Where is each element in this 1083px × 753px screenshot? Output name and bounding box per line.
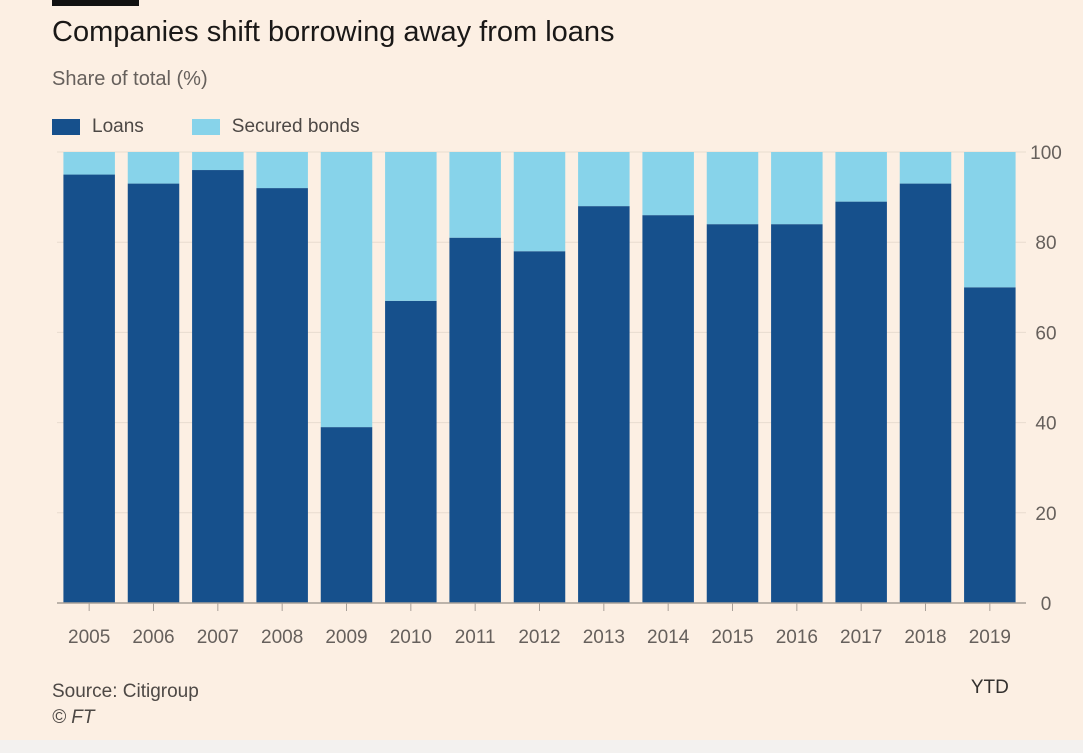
bar-loans [320, 427, 373, 603]
bar-loans [771, 224, 823, 603]
legend-swatch-loans [52, 119, 80, 135]
bar-loans [706, 224, 759, 603]
legend-item-secured-bonds: Secured bonds [191, 116, 360, 138]
legend: Loans Secured bonds [52, 116, 408, 138]
y-tick-label: 100 [1030, 143, 1062, 164]
bar-loans [192, 170, 244, 604]
x-tick-label: 2014 [647, 627, 690, 648]
brand-bar [52, 0, 139, 6]
bar-secured-bonds [771, 152, 823, 225]
bar-secured-bonds [256, 152, 308, 189]
bar-loans [449, 237, 501, 603]
bar-secured-bonds [578, 152, 630, 207]
bar-loans [63, 174, 115, 604]
bar-loans [899, 183, 952, 603]
y-tick-label: 60 [1035, 323, 1056, 344]
x-tick-label: 2017 [840, 627, 882, 648]
bottom-edge [0, 740, 1083, 753]
bar-secured-bonds [513, 152, 566, 252]
copyright-note: © FT [52, 707, 95, 728]
source-note: Source: Citigroup [52, 681, 199, 702]
bar-loans [835, 201, 887, 604]
x-tick-label: 2013 [583, 627, 625, 648]
x-tick-label: 2018 [904, 627, 946, 648]
y-tick-label: 20 [1035, 504, 1056, 525]
legend-label-secured-bonds: Secured bonds [231, 116, 360, 137]
bar-secured-bonds [127, 152, 180, 184]
bar-loans [513, 251, 566, 603]
x-tick-label: 2006 [132, 627, 174, 648]
bar-secured-bonds [835, 152, 887, 202]
y-tick-label: 80 [1035, 233, 1056, 254]
x-tick-label: 2015 [711, 627, 753, 648]
y-tick-label: 0 [1041, 594, 1052, 615]
bar-secured-bonds [192, 152, 244, 171]
x-tick-label: 2008 [261, 627, 303, 648]
chart-subtitle: Share of total (%) [52, 68, 208, 90]
chart-title: Companies shift borrowing away from loan… [52, 16, 615, 48]
x-tick-label: 2016 [776, 627, 818, 648]
bar-loans [256, 188, 308, 603]
bar-secured-bonds [449, 152, 501, 238]
legend-label-loans: Loans [92, 116, 144, 137]
bar-secured-bonds [899, 152, 952, 184]
x-tick-label: 2011 [455, 627, 496, 648]
x-tick-label: 2019 [969, 627, 1011, 648]
legend-item-loans: Loans [52, 116, 144, 138]
legend-swatch-secured-bonds [191, 119, 220, 135]
x-tick-label: 2005 [68, 627, 110, 648]
y-tick-label: 40 [1035, 414, 1056, 435]
bar-loans [578, 206, 630, 603]
bar-loans [642, 215, 694, 603]
bar-secured-bonds [706, 152, 759, 225]
bar-secured-bonds [385, 152, 437, 301]
x-annotation-ytd: YTD [971, 677, 1009, 698]
bar-secured-bonds [63, 152, 115, 175]
bar-loans [385, 300, 437, 603]
bar-loans [127, 183, 180, 603]
bar-secured-bonds [964, 152, 1016, 288]
bar-secured-bonds [320, 152, 373, 428]
bar-secured-bonds [642, 152, 694, 216]
x-tick-label: 2012 [518, 627, 560, 648]
bar-loans [964, 287, 1016, 603]
x-tick-label: 2010 [390, 627, 432, 648]
x-tick-label: 2009 [325, 627, 367, 648]
x-tick-label: 2007 [197, 627, 239, 648]
